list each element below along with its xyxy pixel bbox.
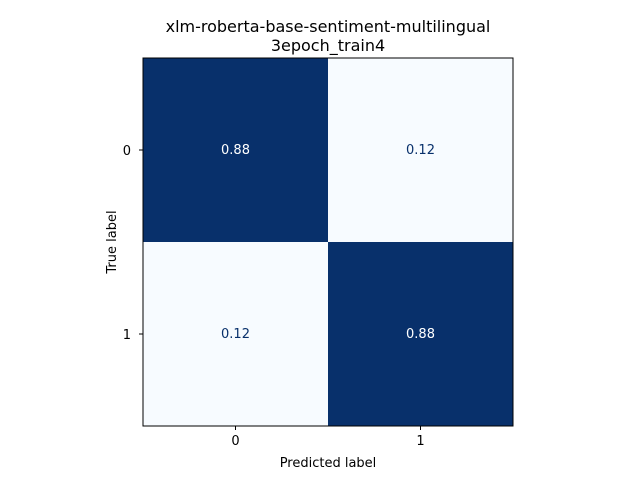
cell-value-label-1-1: 0.88	[406, 327, 435, 342]
heatmap-cell-1-1	[328, 242, 513, 426]
cell-value-label-0-1: 0.12	[406, 143, 435, 158]
y-axis-label: True label	[105, 210, 120, 274]
cell-value-label-0-0: 0.88	[221, 143, 250, 158]
x-axis-label: Predicted label	[280, 456, 377, 471]
cell-value-label-1-0: 0.12	[221, 327, 250, 342]
heatmap-cell-0-1	[328, 58, 513, 242]
x-tick-label-0: 0	[231, 434, 239, 449]
plot-frame	[142, 57, 514, 427]
y-tick-label-1: 1	[123, 328, 131, 343]
x-tick-label-1: 1	[416, 434, 424, 449]
chart-title-line-1: xlm-roberta-base-sentiment-multilingual	[166, 17, 491, 36]
heatmap-cell-labels: 0.88 0.12 0.12 0.88	[221, 143, 435, 342]
y-tick-label-0: 0	[123, 144, 131, 159]
chart-title: xlm-roberta-base-sentiment-multilingual …	[166, 17, 491, 56]
chart-title-line-2: 3epoch_train4	[271, 36, 385, 56]
heatmap-cell-0-0	[143, 58, 328, 242]
heatmap-cells	[143, 58, 513, 426]
y-axis-ticks: 01	[123, 144, 143, 343]
heatmap-cell-1-0	[143, 242, 328, 426]
